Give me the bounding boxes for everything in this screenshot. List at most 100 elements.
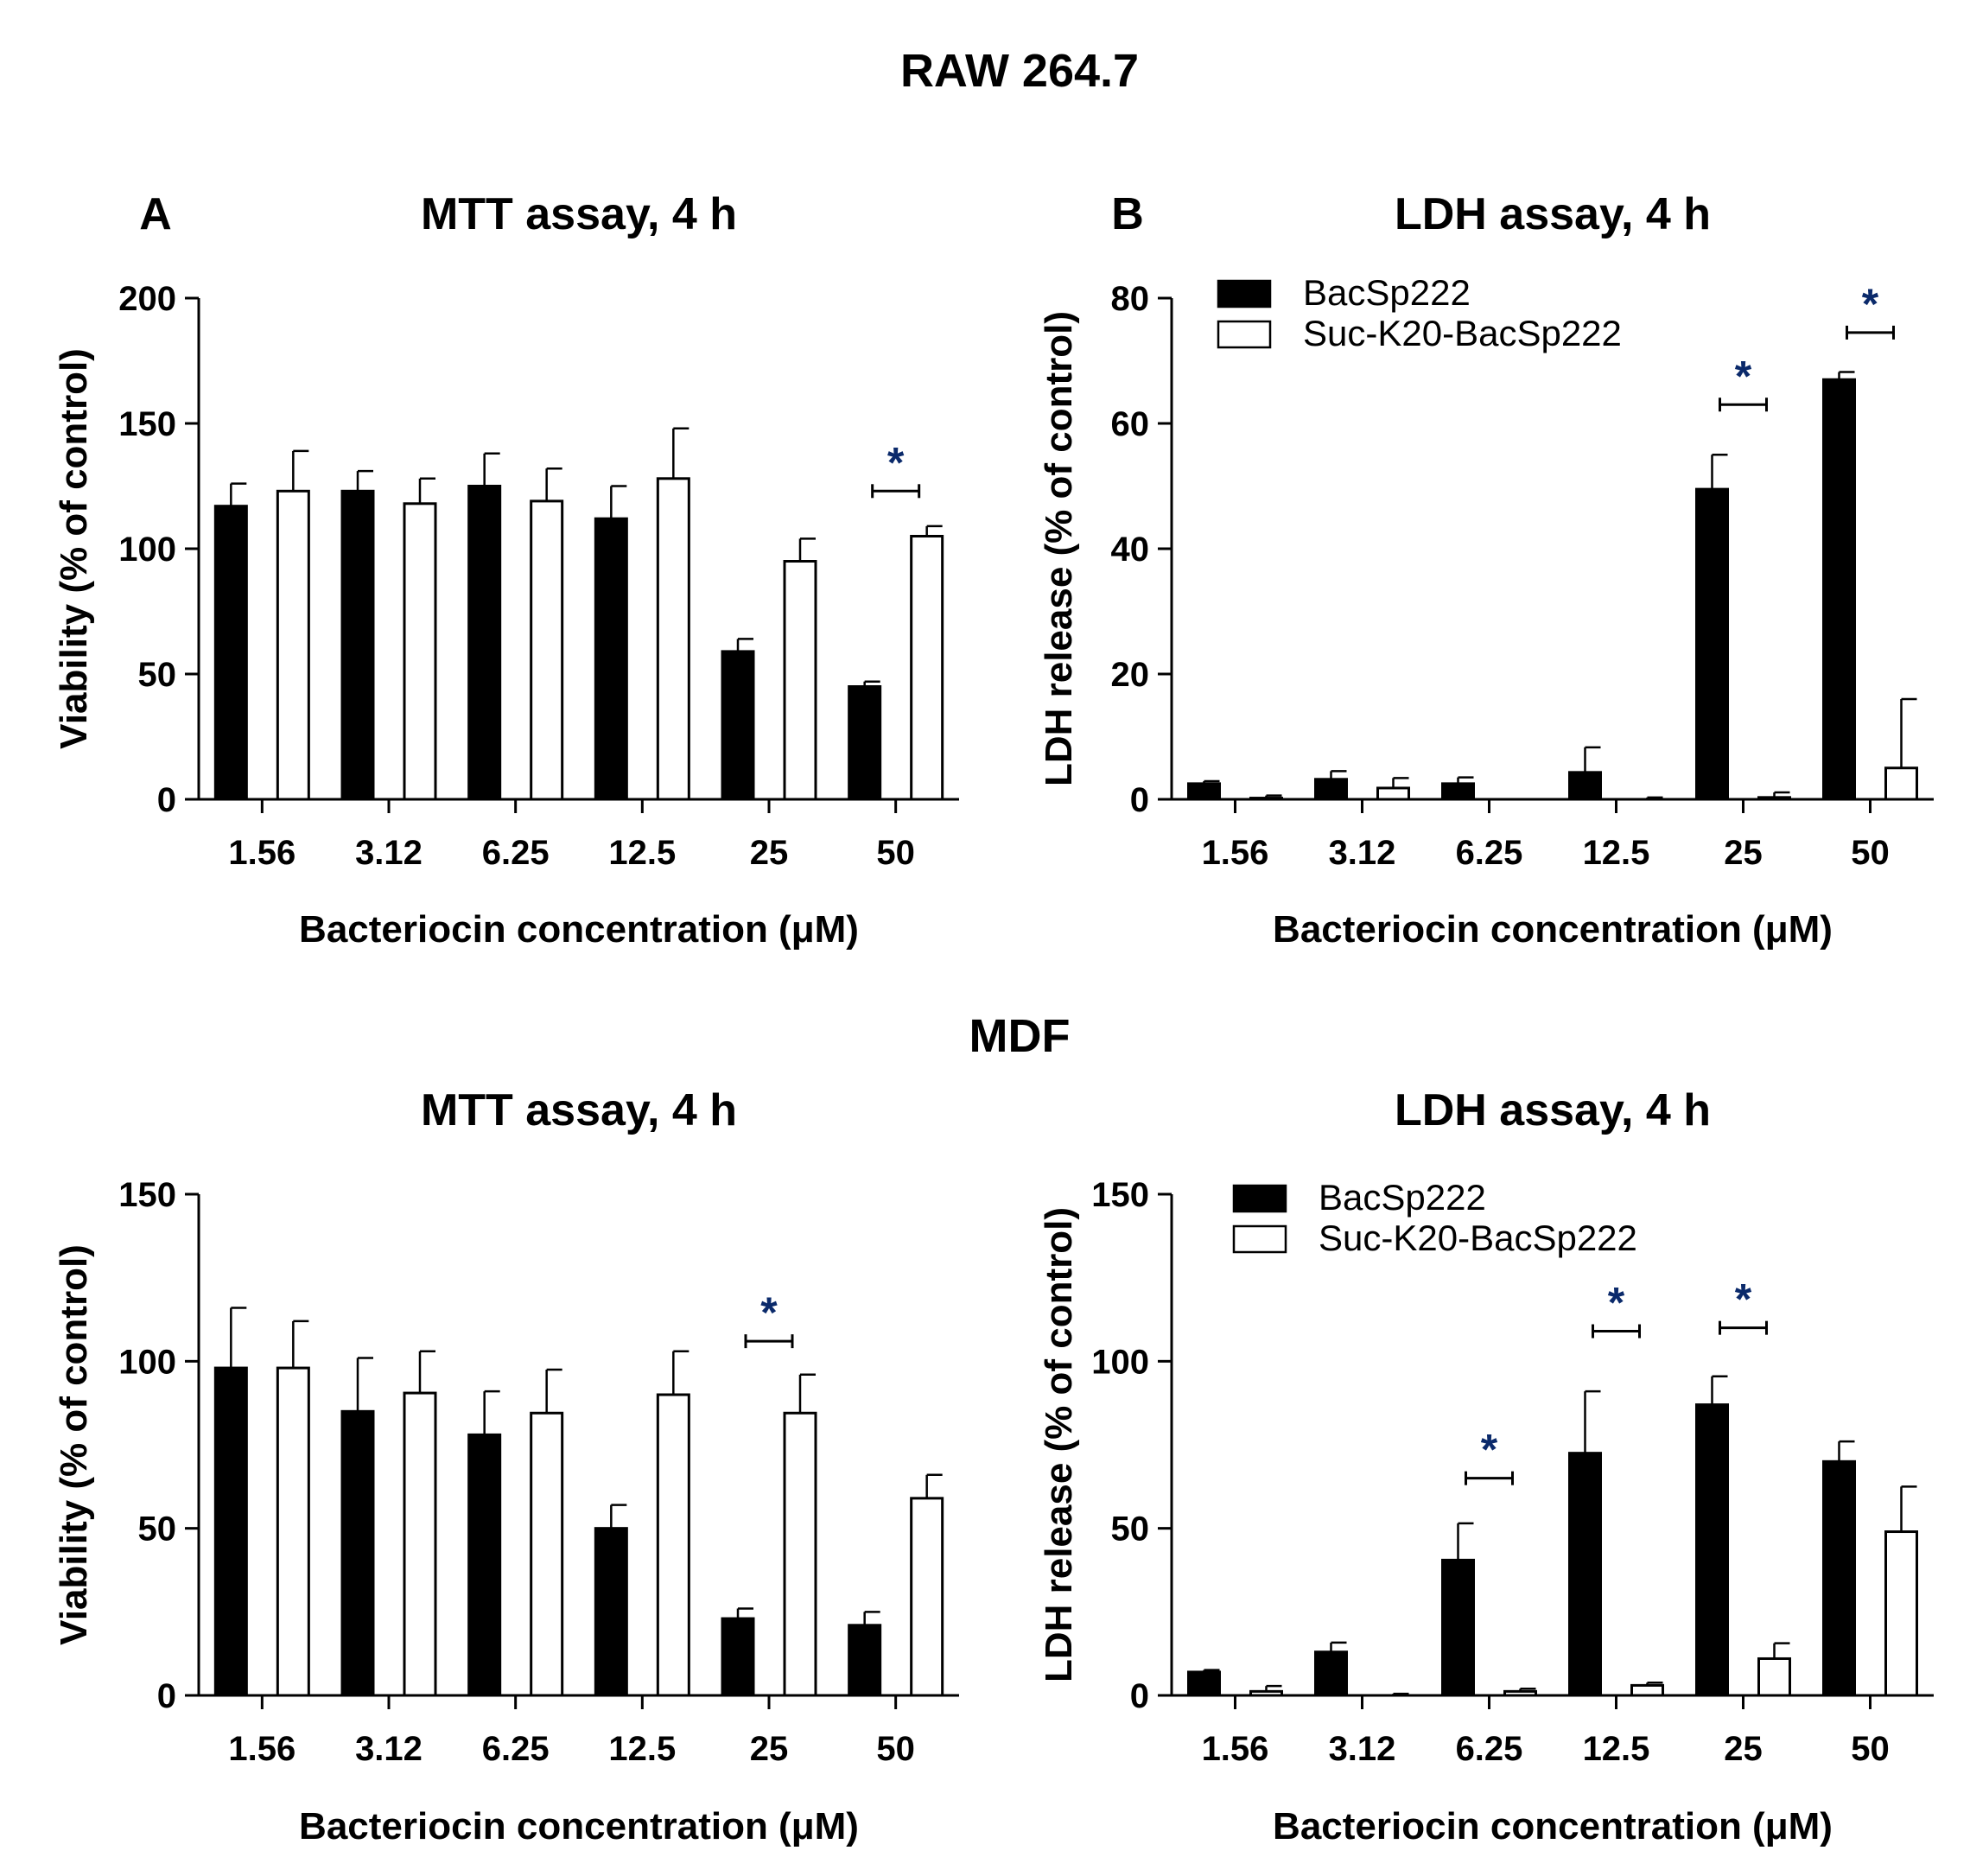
y-axis-label: Viability (% of control) (53, 348, 95, 749)
bar-suc-k20-bacsp222 (783, 1411, 817, 1697)
y-tick-label: 50 (138, 656, 177, 694)
bar-bacsp222 (1568, 771, 1602, 801)
panel-letter: A (139, 189, 172, 239)
bar-suc-k20-bacsp222 (910, 535, 944, 801)
bar-bacsp222 (848, 1624, 882, 1697)
x-tick-label: 12.5 (608, 834, 676, 872)
y-tick-label: 0 (157, 1677, 176, 1715)
y-tick-label: 40 (1111, 531, 1150, 569)
chart-title: MTT assay, 4 h (421, 1085, 737, 1135)
legend-label: Suc-K20-BacSp222 (1319, 1218, 1637, 1258)
bar-suc-k20-bacsp222 (530, 1411, 564, 1697)
y-tick-label: 20 (1111, 656, 1150, 694)
bar-suc-k20-bacsp222 (656, 1393, 690, 1697)
significance-star: * (1735, 1275, 1752, 1324)
bar-bacsp222 (467, 1433, 502, 1697)
x-axis-label: Bacteriocin concentration (μM) (1273, 908, 1833, 951)
bar-bacsp222 (1695, 1403, 1729, 1697)
y-tick-label: 50 (1111, 1510, 1150, 1548)
bar-suc-k20-bacsp222 (530, 499, 564, 801)
y-axis-label: LDH release (% of control) (1038, 311, 1080, 786)
legend-swatch (1217, 320, 1272, 349)
significance-star: * (1862, 280, 1879, 328)
bar-suc-k20-bacsp222 (1376, 786, 1410, 801)
bar-bacsp222 (213, 1366, 248, 1697)
bar-suc-k20-bacsp222 (1757, 796, 1791, 801)
legend-label: BacSp222 (1319, 1177, 1486, 1218)
bar-bacsp222 (848, 685, 882, 801)
legend-label: BacSp222 (1303, 272, 1471, 313)
bar-suc-k20-bacsp222 (1757, 1657, 1791, 1697)
x-tick-label: 25 (1724, 1730, 1763, 1768)
y-tick-label: 0 (1130, 781, 1149, 819)
x-tick-label: 50 (1851, 834, 1890, 872)
significance-star: * (1735, 352, 1752, 400)
bar-suc-k20-bacsp222 (1884, 766, 1918, 801)
bar-bacsp222 (1822, 378, 1856, 801)
chart-title: LDH assay, 4 h (1395, 1085, 1711, 1135)
bar-suc-k20-bacsp222 (1249, 797, 1283, 801)
section-title-raw: RAW 264.7 (900, 45, 1139, 97)
x-tick-label: 1.56 (228, 834, 296, 872)
x-tick-label: 25 (750, 834, 789, 872)
x-tick-label: 12.5 (1583, 1730, 1650, 1768)
bar-bacsp222 (594, 1527, 628, 1697)
x-tick-label: 12.5 (1583, 834, 1650, 872)
significance-star: * (1481, 1426, 1498, 1474)
y-tick-label: 100 (1091, 1343, 1149, 1381)
bar-bacsp222 (721, 650, 755, 801)
bar-suc-k20-bacsp222 (783, 560, 817, 801)
legend-swatch (1232, 1224, 1287, 1254)
x-tick-label: 50 (876, 834, 915, 872)
x-tick-label: 6.25 (482, 834, 550, 872)
chart-panel-mdf-mtt: MTT assay, 4 h 0 50 100 150 1.56 3.12 6.25 12.5 2… (53, 1085, 959, 1847)
y-tick-label: 0 (157, 781, 176, 819)
chart-title: MTT assay, 4 h (421, 189, 737, 239)
chart-panel-mdf-ldh: LDH assay, 4 h 0 50 100 150 1.56 3.12 6.25 12.5 2… (1038, 1085, 1934, 1847)
bar-suc-k20-bacsp222 (1884, 1530, 1918, 1697)
y-tick-label: 50 (138, 1510, 177, 1548)
bar-bacsp222 (1441, 782, 1475, 801)
x-tick-label: 12.5 (608, 1730, 676, 1768)
bar-bacsp222 (1314, 1650, 1348, 1697)
bar-bacsp222 (1695, 487, 1729, 801)
y-tick-label: 150 (1091, 1176, 1149, 1214)
bar-suc-k20-bacsp222 (276, 1366, 310, 1697)
section-title-mdf: MDF (969, 1010, 1071, 1062)
bar-bacsp222 (721, 1617, 755, 1697)
bar-suc-k20-bacsp222 (276, 489, 310, 801)
chart-title: LDH assay, 4 h (1395, 189, 1711, 239)
bar-bacsp222 (467, 485, 502, 801)
x-axis-label: Bacteriocin concentration (μM) (299, 1805, 859, 1847)
bar-bacsp222 (1568, 1452, 1602, 1697)
bar-suc-k20-bacsp222 (403, 502, 437, 801)
legend-swatch (1232, 1184, 1287, 1213)
bar-suc-k20-bacsp222 (910, 1497, 944, 1697)
y-tick-label: 80 (1111, 280, 1150, 318)
x-tick-label: 6.25 (1456, 1730, 1523, 1768)
y-tick-label: 150 (118, 405, 176, 443)
x-axis-label: Bacteriocin concentration (μM) (299, 908, 859, 951)
bar-suc-k20-bacsp222 (1249, 1689, 1283, 1697)
x-tick-label: 50 (1851, 1730, 1890, 1768)
chart-panel-raw-mtt: A MTT assay, 4 h 0 50 100 150 200 1.56 3.12 6.25 1… (53, 189, 959, 951)
bar-bacsp222 (594, 517, 628, 801)
y-tick-label: 60 (1111, 405, 1150, 443)
bar-bacsp222 (213, 505, 248, 801)
x-axis-label: Bacteriocin concentration (μM) (1273, 1805, 1833, 1847)
chart-panel-raw-ldh: B LDH assay, 4 h 0 20 40 60 80 1.56 3.12 6.25 12.5… (1038, 189, 1934, 951)
x-tick-label: 1.56 (1202, 1730, 1269, 1768)
bar-suc-k20-bacsp222 (656, 477, 690, 801)
bar-bacsp222 (1187, 1670, 1221, 1697)
y-tick-label: 100 (118, 1343, 176, 1381)
y-tick-label: 0 (1130, 1677, 1149, 1715)
x-tick-label: 3.12 (1329, 834, 1396, 872)
bar-suc-k20-bacsp222 (1630, 1683, 1664, 1697)
y-axis-label: Viability (% of control) (53, 1244, 95, 1645)
legend-label: Suc-K20-BacSp222 (1303, 313, 1622, 353)
x-tick-label: 3.12 (1329, 1730, 1396, 1768)
significance-star: * (760, 1288, 778, 1337)
bar-bacsp222 (1822, 1459, 1856, 1697)
